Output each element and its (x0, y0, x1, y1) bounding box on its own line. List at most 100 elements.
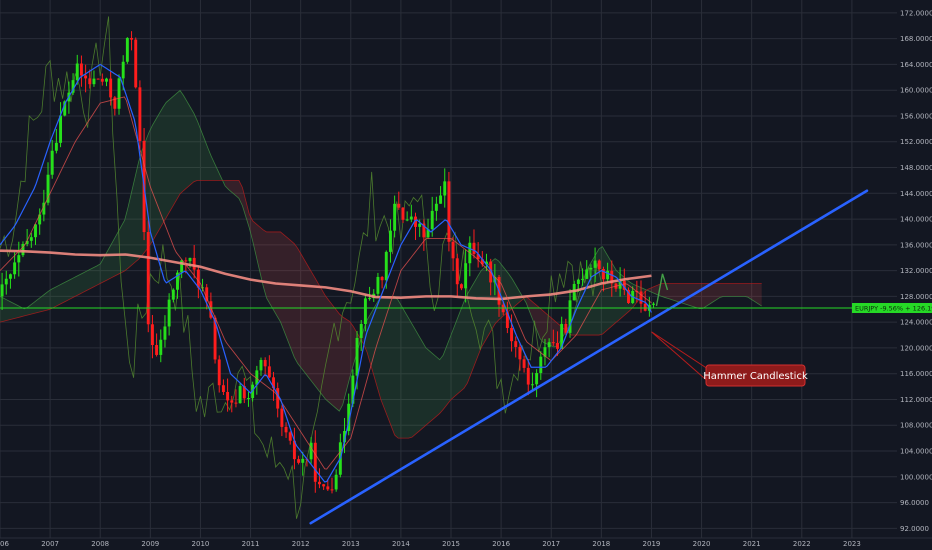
price-tick-label: 160.0000 (900, 87, 932, 95)
candle-body (29, 237, 33, 241)
candle-body (234, 402, 238, 404)
candle-body (226, 391, 230, 401)
candle-body (447, 181, 451, 242)
candle-body (309, 442, 313, 460)
candle-body (639, 291, 643, 304)
candle-body (121, 61, 125, 79)
callout-box (705, 364, 806, 387)
candle-body (176, 272, 179, 290)
candle-body (96, 78, 100, 80)
price-tick-label: 128.0000 (900, 293, 932, 301)
ema-fast-line (0, 63, 652, 483)
time-tick-label: 2020 (693, 540, 711, 548)
candle-body (297, 459, 301, 463)
candle-body (422, 223, 426, 238)
candle-body (363, 298, 367, 324)
time-tick-label: 2023 (843, 540, 861, 548)
candle-body (560, 323, 564, 349)
ma-200-line (0, 249, 652, 301)
candle-body (485, 261, 488, 265)
candle-body (109, 78, 113, 98)
candle-body (522, 359, 526, 368)
ichimoku-cloud (0, 89, 762, 439)
candle-body (13, 262, 17, 275)
hammer-callout[interactable]: Hammer Candlestick (651, 331, 808, 387)
candle-body (568, 300, 572, 333)
candle-body (489, 261, 493, 283)
price-tick-label: 168.0000 (900, 35, 932, 43)
time-tick-label: 2007 (41, 540, 59, 548)
candle-body (196, 269, 200, 288)
price-tick-label: 116.0000 (900, 370, 932, 378)
candle-body (326, 486, 330, 490)
candle-body (276, 388, 280, 409)
candle-body (418, 223, 422, 227)
time-tick-label: 2018 (592, 540, 610, 548)
candle-body (100, 78, 104, 82)
candle-body (272, 377, 275, 389)
time-tick-label: 2016 (492, 540, 510, 548)
callout-label: Hammer Candlestick (703, 371, 808, 382)
candle-body (606, 270, 610, 280)
candle-body (343, 430, 346, 443)
trendline[interactable] (309, 189, 869, 525)
price-tick-label: 140.0000 (900, 216, 932, 224)
candle-body (376, 276, 380, 294)
candle-body (163, 326, 167, 340)
cloud-fill (0, 90, 226, 323)
candle-body (205, 287, 209, 302)
candle-body (597, 260, 601, 269)
time-axis[interactable]: 2006 2007 2008 2009 2010 2011 2012 2013 2014 2015… (0, 537, 932, 548)
candle-body (134, 39, 138, 88)
time-tick-label: 2019 (643, 540, 661, 548)
candle-body (397, 203, 401, 208)
candle-body (543, 347, 547, 357)
candle-body (313, 442, 317, 482)
candle-body (267, 366, 271, 378)
candle-body (451, 241, 455, 259)
candle-body (159, 339, 163, 355)
candle-body (34, 224, 37, 238)
candle-body (539, 356, 543, 374)
candle-body (643, 303, 647, 311)
candle-body (405, 219, 409, 221)
cloud-fill (363, 258, 527, 439)
candle-body (213, 317, 217, 360)
candle-body (54, 142, 58, 151)
candle-body (79, 63, 83, 76)
candle-body (130, 37, 134, 40)
candle-body (388, 230, 392, 252)
candle-body (601, 268, 605, 280)
candle-body (4, 278, 8, 285)
candle-body (330, 489, 334, 491)
candle-body (221, 385, 225, 392)
price-tick-label: 100.0000 (900, 473, 932, 481)
candle-body (167, 299, 171, 327)
candle-body (50, 150, 54, 175)
candle-body (155, 345, 159, 355)
candle-body (146, 232, 150, 325)
price-tick-label: 104.0000 (900, 448, 932, 456)
price-tick-label: 132.0000 (900, 267, 932, 275)
candle-body (46, 174, 50, 203)
candle-body (355, 337, 359, 376)
time-tick-label: 2017 (542, 540, 560, 548)
candle-body (384, 251, 388, 281)
price-tick-label: 164.0000 (900, 61, 932, 69)
price-tag-box (852, 303, 932, 314)
price-axis[interactable]: 172.0000 168.0000 164.0000 160.0000 156.0000… (900, 9, 932, 532)
candle-body (259, 359, 263, 371)
time-tick-label: 2021 (743, 540, 761, 548)
candle-body (238, 386, 242, 404)
cloud-fill (225, 180, 364, 412)
candle-body (25, 240, 29, 244)
candle-body (322, 484, 326, 487)
candle-body (627, 289, 630, 304)
candle-body (71, 80, 75, 93)
candle-body (589, 267, 593, 270)
candle-body (359, 323, 363, 338)
price-tick-label: 96.0000 (900, 499, 929, 507)
candle-body (368, 298, 372, 300)
ema-slow-line (0, 96, 652, 470)
